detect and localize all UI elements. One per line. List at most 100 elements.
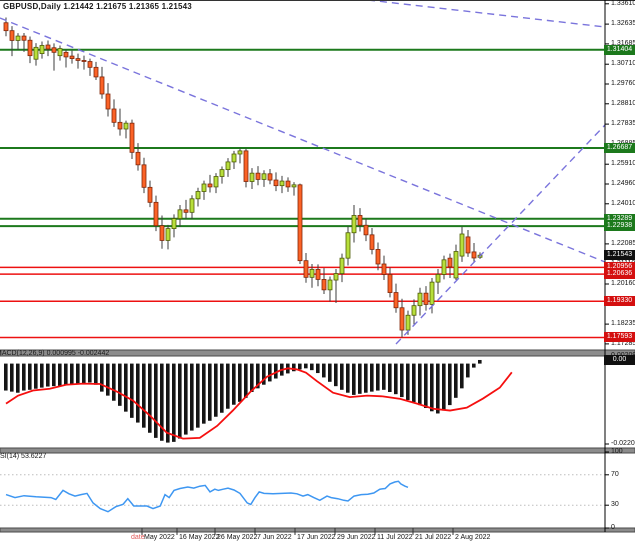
macd-bar — [436, 363, 440, 414]
candle-body — [39, 45, 45, 54]
candle-body — [267, 173, 273, 181]
macd-bar — [298, 363, 302, 370]
date-label: 26 May 2022 — [217, 534, 258, 541]
price-badge: 1.17593 — [604, 332, 635, 343]
candle-body — [207, 183, 213, 188]
macd-bar — [256, 363, 260, 389]
rsi-value-line — [5, 480, 409, 513]
macd-histogram[interactable] — [4, 359, 513, 443]
candle-body — [417, 292, 423, 307]
macd-bar — [292, 363, 296, 372]
price-axis-label: 1.30710 — [611, 60, 635, 68]
macd-bar — [352, 363, 356, 395]
macd-bar — [472, 363, 476, 368]
price-axis-label: 1.29760 — [611, 80, 635, 87]
rsi-line[interactable] — [0, 474, 605, 513]
candle-body — [189, 198, 195, 213]
candle-body — [339, 257, 345, 274]
candle-body — [453, 251, 459, 279]
macd-bar — [238, 363, 242, 402]
horizontal-levels[interactable] — [0, 48, 605, 339]
macd-bar — [190, 363, 194, 431]
macd-bar — [394, 363, 398, 395]
price-axis-label: 1.17285 — [611, 339, 635, 347]
candle-body — [147, 186, 153, 203]
price-axis-label: 1.33610 — [611, 0, 635, 7]
candle-body — [21, 35, 27, 41]
candle-body — [297, 184, 303, 262]
price-axis-label: 1.27835 — [611, 120, 635, 128]
macd-bar — [208, 363, 212, 421]
macd-bar — [178, 363, 182, 439]
macd-bar — [340, 363, 344, 390]
candle-body — [99, 76, 105, 95]
macd-indicator-label: MACD(12,26,9) 0.000995 -0.002442 — [0, 350, 110, 357]
panel-separator — [0, 447, 635, 454]
macd-bar — [22, 363, 26, 391]
macd-bar — [418, 363, 422, 406]
price-axis-label: 1.28810 — [611, 99, 635, 107]
candle-body — [117, 121, 123, 130]
macd-axis-label: -0.022076 — [611, 440, 635, 447]
price-badge: 1.22938 — [604, 221, 635, 232]
rsi-axis-label: 70 — [611, 470, 619, 478]
candle-body — [9, 30, 15, 41]
candle-body — [273, 179, 279, 187]
macd-bar — [4, 363, 8, 391]
candle-body — [369, 234, 375, 250]
trendlines[interactable] — [0, 0, 606, 345]
date-label: 21 Jul 2022 — [415, 534, 452, 541]
macd-bar — [76, 363, 80, 384]
candle-body — [153, 201, 159, 227]
macd-bar — [100, 363, 104, 392]
macd-bar — [88, 363, 92, 383]
macd-bar — [448, 363, 452, 406]
macd-bar — [310, 363, 314, 371]
candle-body — [201, 183, 207, 192]
candle-body — [381, 263, 387, 275]
macd-bar — [376, 363, 380, 391]
date-label: May 2022 — [144, 534, 175, 541]
macd-value-badge: 0.00 — [604, 354, 635, 365]
candle-body — [159, 225, 165, 241]
candle-body — [261, 173, 267, 180]
macd-bar — [442, 363, 446, 411]
candle-body — [123, 122, 129, 130]
rsi-axis-label: 30 — [611, 501, 619, 509]
candle-body — [303, 260, 309, 278]
candle-body — [177, 209, 183, 219]
candlestick-series[interactable] — [3, 17, 483, 338]
candle-body — [129, 122, 135, 153]
macd-bar — [364, 363, 368, 393]
macd-bar — [148, 363, 152, 433]
macd-bar — [64, 363, 68, 385]
candle-body — [45, 44, 51, 50]
macd-bar — [136, 363, 140, 423]
panel-separator — [0, 527, 635, 533]
macd-bar — [142, 363, 146, 428]
macd-bar — [52, 363, 56, 387]
date-label: 7 Jun 2022 — [257, 534, 292, 541]
price-axis-label: 1.18235 — [611, 320, 635, 328]
macd-bar — [166, 363, 170, 443]
macd-bar — [304, 363, 308, 369]
macd-bar — [94, 363, 98, 385]
candle-body — [351, 215, 357, 234]
rsi-axis-label: 100 — [611, 448, 623, 455]
candle-body — [165, 228, 171, 241]
macd-bar — [154, 363, 158, 438]
price-badge: 1.20956 — [604, 262, 635, 273]
candle-body — [27, 39, 33, 57]
candle-body — [375, 249, 381, 265]
macd-bar — [28, 363, 32, 390]
candle-body — [255, 172, 261, 180]
candle-body — [81, 60, 87, 62]
macd-bar — [202, 363, 206, 424]
candle-body — [309, 269, 315, 278]
panel-separator — [0, 349, 635, 357]
candle-body — [315, 269, 321, 280]
candle-body — [195, 191, 201, 200]
macd-bar — [466, 363, 470, 378]
